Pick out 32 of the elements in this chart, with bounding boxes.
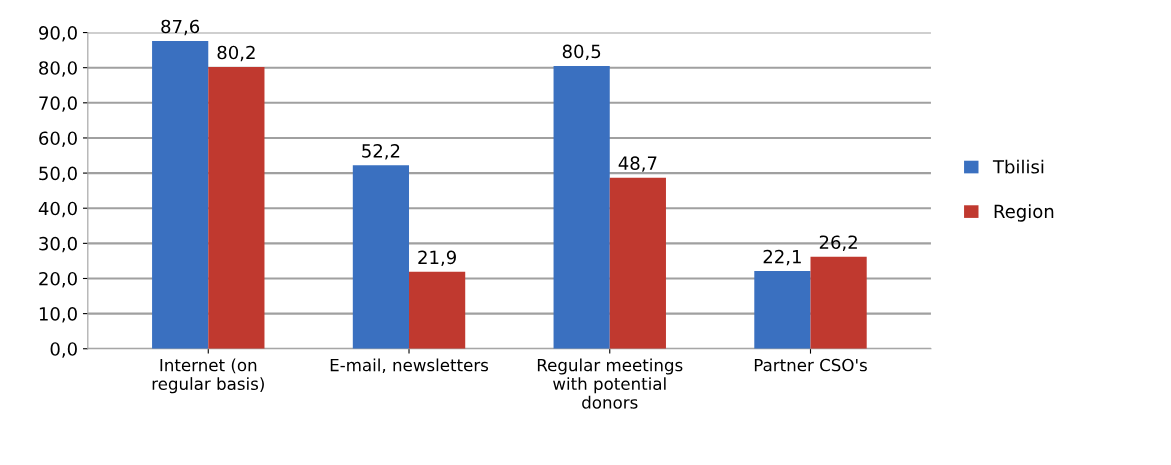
data-label: 26,2 (819, 235, 857, 251)
bar (352, 165, 410, 349)
data-label: 48,7 (618, 156, 657, 172)
bar (754, 271, 811, 349)
y-tick-label: 60,0 (39, 131, 77, 147)
y-tick-label: 50,0 (39, 166, 77, 183)
data-label: 22,1 (763, 249, 801, 266)
bar (609, 177, 666, 349)
y-tick-label: 40,0 (38, 201, 77, 218)
bar (152, 40, 209, 349)
x-tick-label: Partner CSO's (754, 358, 867, 372)
data-label: 80,2 (217, 45, 255, 62)
x-tick-label: Internet (on regular basis) (152, 358, 264, 394)
bar (208, 66, 265, 349)
y-tick-label: 20,0 (39, 271, 77, 288)
y-tick-label: 70,0 (39, 96, 77, 112)
y-tick-label: 90,0 (39, 26, 77, 42)
legend-label: Region (994, 204, 1054, 222)
data-label: 80,5 (562, 44, 601, 61)
y-tick-label: 30,0 (39, 236, 77, 253)
bar (409, 271, 466, 349)
data-label: 87,6 (161, 19, 200, 36)
y-tick-label: 80,0 (39, 61, 77, 77)
bar (810, 256, 867, 349)
x-tick-label: E-mail, newsletters (330, 358, 489, 374)
x-tick-label: Regular meetings with potential donors (537, 358, 683, 409)
bar (553, 65, 610, 349)
y-tick-label: 10,0 (39, 307, 77, 323)
data-label: 52,2 (362, 144, 400, 160)
legend-label: Tbilisi (992, 159, 1044, 174)
y-tick-label: 0,0 (50, 342, 77, 358)
data-label: 21,9 (418, 250, 456, 266)
